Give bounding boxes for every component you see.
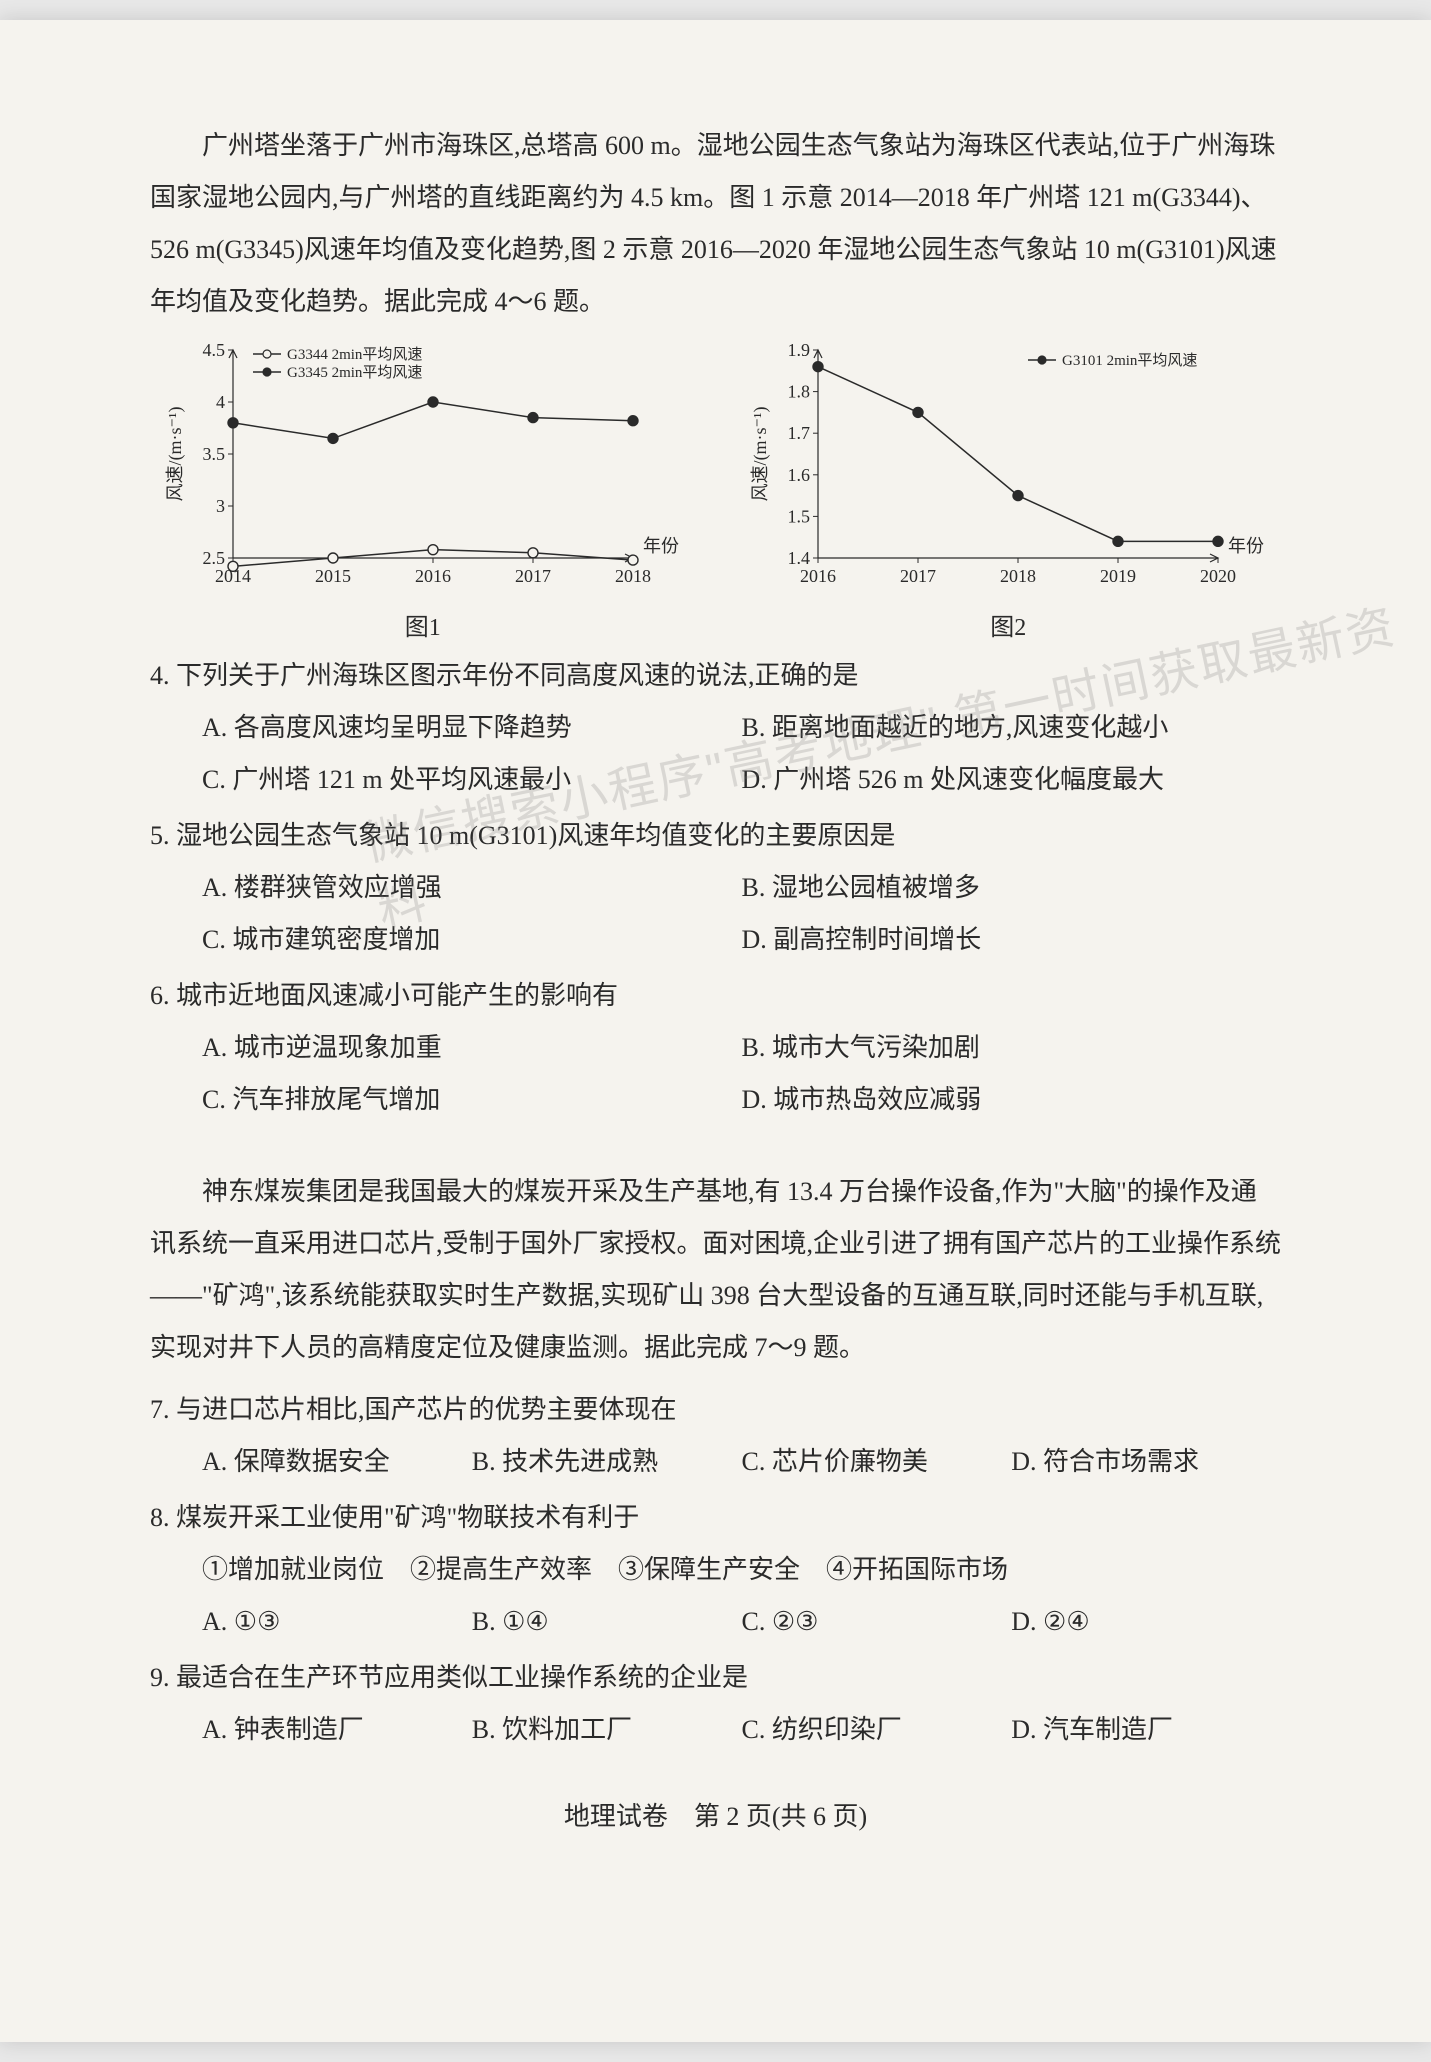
q8-opt-d: D. ②④ [1011,1596,1281,1648]
q5-stem: 5. 湿地公园生态气象站 10 m(G3101)风速年均值变化的主要原因是 [150,810,1281,862]
q6-opt-a: A. 城市逆温现象加重 [202,1022,742,1074]
q7-opt-b: B. 技术先进成熟 [472,1436,742,1488]
svg-text:年份: 年份 [1228,536,1264,556]
passage-1: 广州塔坐落于广州市海珠区,总塔高 600 m。湿地公园生态气象站为海珠区代表站,… [150,120,1281,328]
svg-text:2016: 2016 [800,566,836,586]
q5-options: A. 楼群狭管效应增强 B. 湿地公园植被增多 C. 城市建筑密度增加 D. 副… [150,862,1281,966]
question-9: 9. 最适合在生产环节应用类似工业操作系统的企业是 A. 钟表制造厂 B. 饮料… [150,1652,1281,1756]
svg-text:2018: 2018 [615,566,651,586]
q8-opt-b: B. ①④ [472,1596,742,1648]
passage-2: 神东煤炭集团是我国最大的煤炭开采及生产基地,有 13.4 万台操作设备,作为"大… [150,1166,1281,1374]
page-footer: 地理试卷 第 2 页(共 6 页) [150,1796,1281,1833]
svg-text:1.6: 1.6 [788,465,811,485]
chart-1-box: 2.533.544.520142015201620172018风速/(m·s⁻¹… [150,338,696,642]
svg-text:2017: 2017 [900,566,936,586]
svg-text:4.5: 4.5 [202,340,225,360]
q7-opt-d: D. 符合市场需求 [1011,1436,1281,1488]
svg-text:2017: 2017 [515,566,551,586]
svg-text:3: 3 [216,496,225,516]
svg-text:G3345 2min平均风速: G3345 2min平均风速 [287,364,422,381]
q8-stem: 8. 煤炭开采工业使用"矿鸿"物联技术有利于 [150,1492,1281,1544]
q9-opt-d: D. 汽车制造厂 [1011,1704,1281,1756]
q8-opt-c: C. ②③ [742,1596,1012,1648]
question-7: 7. 与进口芯片相比,国产芯片的优势主要体现在 A. 保障数据安全 B. 技术先… [150,1384,1281,1488]
svg-text:年份: 年份 [643,536,679,556]
q4-stem: 4. 下列关于广州海珠区图示年份不同高度风速的说法,正确的是 [150,650,1281,702]
q7-opt-a: A. 保障数据安全 [202,1436,472,1488]
chart-2-box: 1.4 1.5 1.6 1.7 1.8 1.9 2016 2017 2018 2019 2020 风速… [736,338,1282,642]
svg-text:3.5: 3.5 [202,444,225,464]
q5-opt-a: A. 楼群狭管效应增强 [202,862,742,914]
q8-options: A. ①③ B. ①④ C. ②③ D. ②④ [150,1596,1281,1648]
svg-text:2018: 2018 [1000,566,1036,586]
q6-opt-b: B. 城市大气污染加剧 [742,1022,1282,1074]
svg-text:2015: 2015 [315,566,351,586]
chart-2-caption: 图2 [736,607,1282,642]
q4-opt-d: D. 广州塔 526 m 处风速变化幅度最大 [742,754,1282,806]
svg-text:G3101 2min平均风速: G3101 2min平均风速 [1062,352,1197,369]
q6-opt-d: D. 城市热岛效应减弱 [742,1074,1282,1126]
q4-opt-c: C. 广州塔 121 m 处平均风速最小 [202,754,742,806]
q4-options: A. 各高度风速均呈明显下降趋势 B. 距离地面越近的地方,风速变化越小 C. … [150,702,1281,806]
question-4: 4. 下列关于广州海珠区图示年份不同高度风速的说法,正确的是 A. 各高度风速均… [150,650,1281,806]
q7-stem: 7. 与进口芯片相比,国产芯片的优势主要体现在 [150,1384,1281,1436]
svg-text:风速/(m·s⁻¹): 风速/(m·s⁻¹) [165,407,186,502]
svg-text:风速/(m·s⁻¹): 风速/(m·s⁻¹) [750,407,771,502]
question-5: 5. 湿地公园生态气象站 10 m(G3101)风速年均值变化的主要原因是 A.… [150,810,1281,966]
svg-text:4: 4 [216,392,225,412]
q4-opt-a: A. 各高度风速均呈明显下降趋势 [202,702,742,754]
chart-1: 2.533.544.520142015201620172018风速/(m·s⁻¹… [163,338,683,598]
q7-options: A. 保障数据安全 B. 技术先进成熟 C. 芯片价廉物美 D. 符合市场需求 [150,1436,1281,1488]
q5-opt-b: B. 湿地公园植被增多 [742,862,1282,914]
q9-options: A. 钟表制造厂 B. 饮料加工厂 C. 纺织印染厂 D. 汽车制造厂 [150,1704,1281,1756]
q9-opt-c: C. 纺织印染厂 [742,1704,1012,1756]
chart-1-caption: 图1 [150,607,696,642]
exam-page: 微信搜索小程序"高考地理" 第一时间获取最新资料 广州塔坐落于广州市海珠区,总塔… [0,20,1431,2042]
question-6: 6. 城市近地面风速减小可能产生的影响有 A. 城市逆温现象加重 B. 城市大气… [150,970,1281,1126]
q6-stem: 6. 城市近地面风速减小可能产生的影响有 [150,970,1281,1022]
svg-text:1.7: 1.7 [788,423,811,443]
svg-text:1.8: 1.8 [788,382,811,402]
svg-text:G3344 2min平均风速: G3344 2min平均风速 [287,346,422,363]
charts-row: 2.533.544.520142015201620172018风速/(m·s⁻¹… [150,338,1281,642]
q6-options: A. 城市逆温现象加重 B. 城市大气污染加剧 C. 汽车排放尾气增加 D. 城… [150,1022,1281,1126]
q7-opt-c: C. 芯片价廉物美 [742,1436,1012,1488]
q4-opt-b: B. 距离地面越近的地方,风速变化越小 [742,702,1282,754]
svg-text:1.5: 1.5 [788,506,811,526]
svg-text:2020: 2020 [1200,566,1236,586]
question-8: 8. 煤炭开采工业使用"矿鸿"物联技术有利于 ①增加就业岗位 ②提高生产效率 ③… [150,1492,1281,1648]
q8-opt-a: A. ①③ [202,1596,472,1648]
q9-opt-a: A. 钟表制造厂 [202,1704,472,1756]
svg-text:2016: 2016 [415,566,451,586]
q5-opt-c: C. 城市建筑密度增加 [202,914,742,966]
q5-opt-d: D. 副高控制时间增长 [742,914,1282,966]
svg-text:2019: 2019 [1100,566,1136,586]
svg-text:1.9: 1.9 [788,340,811,360]
svg-text:1.4: 1.4 [788,548,811,568]
q9-opt-b: B. 饮料加工厂 [472,1704,742,1756]
chart-2: 1.4 1.5 1.6 1.7 1.8 1.9 2016 2017 2018 2019 2020 风速… [748,338,1268,598]
q6-opt-c: C. 汽车排放尾气增加 [202,1074,742,1126]
q9-stem: 9. 最适合在生产环节应用类似工业操作系统的企业是 [150,1652,1281,1704]
q8-circled: ①增加就业岗位 ②提高生产效率 ③保障生产安全 ④开拓国际市场 [150,1544,1281,1596]
svg-text:2.5: 2.5 [202,548,225,568]
